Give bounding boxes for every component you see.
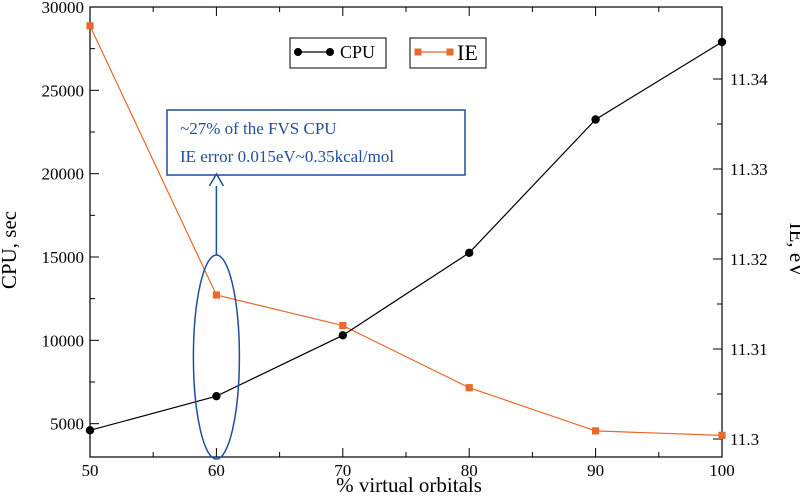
point-cpu <box>465 248 474 258</box>
x-axis-ticks: 50 60 70 80 90 100 <box>82 7 735 480</box>
series-line-ie <box>89 25 723 436</box>
point-cpu <box>717 37 727 47</box>
point-cpu <box>85 426 95 435</box>
x-tick-label: 50 <box>82 461 99 480</box>
legend-cpu-label: CPU <box>340 42 375 62</box>
point-cpu <box>338 331 347 340</box>
legend-ie-label: IE <box>457 40 478 65</box>
annotation-line-2: IE error 0.015eV~0.35kcal/mol <box>180 147 394 166</box>
right-axis-title: IE, eV <box>785 223 800 278</box>
right-axis-ticks: 11.3 11.31 11.32 11.33 11.34 <box>713 70 768 449</box>
series-ie <box>86 22 726 439</box>
legend: CPU IE <box>289 37 487 69</box>
point-ie <box>592 427 600 435</box>
left-axis-title: CPU, sec <box>0 211 21 289</box>
right-tick-label: 11.34 <box>730 70 768 89</box>
right-tick-label: 11.33 <box>730 160 768 179</box>
annotation-arrow-head <box>208 172 225 187</box>
right-tick-label: 11.31 <box>730 340 768 359</box>
annotation-line-1: ~27% of the FVS CPU <box>180 119 337 138</box>
left-tick-label: 10000 <box>42 331 85 350</box>
left-tick-label: 5000 <box>50 415 84 434</box>
left-tick-label: 25000 <box>42 81 85 100</box>
left-axis-ticks: 5000 10000 15000 20000 25000 30000 <box>42 0 99 434</box>
point-cpu <box>591 115 600 124</box>
legend-ie-marker-right <box>446 48 454 56</box>
point-ie <box>718 431 726 439</box>
x-tick-label: 80 <box>461 461 478 480</box>
point-ie <box>212 291 220 299</box>
point-cpu <box>212 391 221 401</box>
legend-cpu-box <box>289 37 387 69</box>
x-axis-title: % virtual orbitals <box>336 473 482 497</box>
left-tick-label: 20000 <box>42 165 85 184</box>
right-tick-label: 11.3 <box>730 430 759 449</box>
left-tick-label: 15000 <box>42 248 85 267</box>
point-ie <box>465 384 473 392</box>
annotation-box <box>166 109 466 176</box>
x-tick-label: 60 <box>208 461 225 480</box>
legend-cpu-marker-left <box>294 48 302 56</box>
point-ie <box>86 22 94 30</box>
point-ie <box>339 322 347 330</box>
legend-ie-marker-left <box>414 48 422 56</box>
x-tick-label: 90 <box>587 461 604 480</box>
right-tick-label: 11.32 <box>730 250 768 269</box>
x-tick-label: 70 <box>334 461 351 480</box>
legend-cpu-marker-right <box>326 48 334 56</box>
annotation: ~27% of the FVS CPU IE error 0.015eV~0.3… <box>166 109 466 460</box>
left-tick-label: 30000 <box>42 0 85 17</box>
x-tick-label: 100 <box>709 461 735 480</box>
